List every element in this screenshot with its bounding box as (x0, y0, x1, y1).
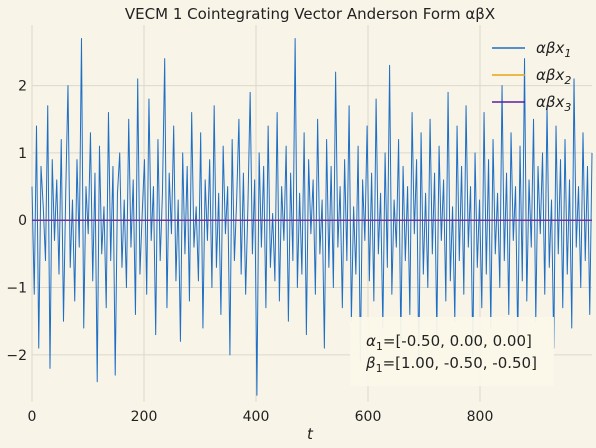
y-tick-label: 1 (18, 146, 27, 162)
x-tick-label: 0 (28, 409, 37, 425)
ticks: 0 200 400 600 800 −2 −1 0 1 2 (6, 79, 493, 425)
y-tick-label: −1 (6, 281, 27, 297)
x-axis-label: t (307, 425, 314, 443)
legend-label-2: αβx2 (536, 66, 571, 87)
annotation-line-1: α1=[-0.50, 0.00, 0.00] (366, 332, 532, 353)
x-tick-label: 400 (243, 409, 270, 425)
x-tick-label: 200 (131, 409, 158, 425)
y-tick-label: −2 (6, 348, 27, 364)
x-tick-label: 800 (467, 409, 494, 425)
series-line-1 (31, 37, 593, 396)
chart-title: VECM 1 Cointegrating Vector Anderson For… (125, 5, 495, 23)
y-tick-label: 2 (18, 79, 27, 95)
x-tick-label: 600 (355, 409, 382, 425)
series-layer (31, 37, 593, 396)
legend-label-3: αβx3 (536, 93, 571, 114)
legend: αβx1 αβx2 αβx3 (492, 39, 571, 114)
annotation-line-2: β1=[1.00, -0.50, -0.50] (365, 354, 537, 375)
annotation-background (350, 317, 554, 386)
y-tick-label: 0 (18, 213, 27, 229)
annotation-box: α1=[-0.50, 0.00, 0.00]β1=[1.00, -0.50, -… (350, 317, 554, 386)
legend-label-1: αβx1 (536, 39, 571, 60)
